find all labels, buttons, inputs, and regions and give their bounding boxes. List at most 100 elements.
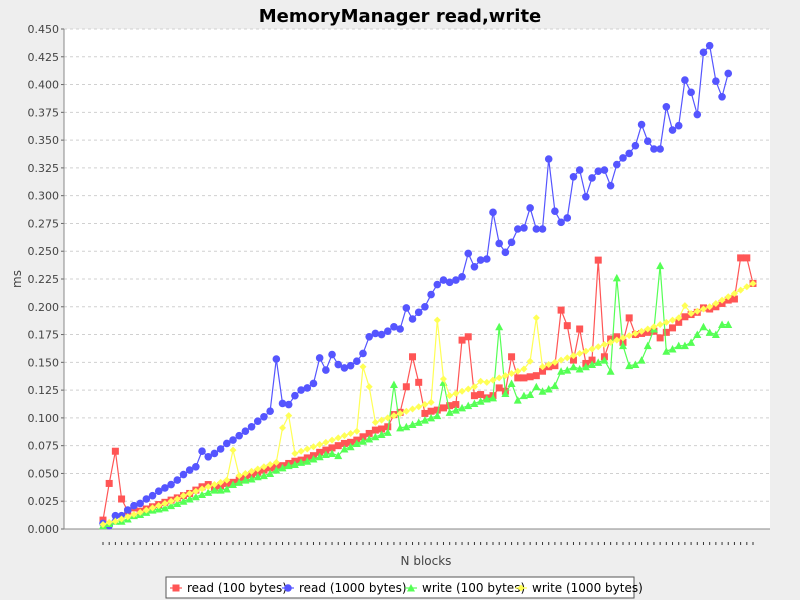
data-point <box>297 447 305 455</box>
data-point <box>204 483 212 491</box>
data-point <box>272 466 281 474</box>
data-point <box>674 341 683 350</box>
data-point <box>588 345 596 353</box>
data-point <box>550 381 559 390</box>
y-tick-label: 0.175 <box>28 329 60 342</box>
y-tick-label: 0.300 <box>28 190 60 203</box>
data-point <box>371 418 379 426</box>
y-tick-label: 0.000 <box>28 523 60 536</box>
data-point <box>576 325 584 333</box>
data-point <box>421 302 429 311</box>
y-tick-label: 0.150 <box>28 356 60 369</box>
data-point <box>662 318 670 326</box>
data-point <box>439 276 448 284</box>
data-point <box>631 329 639 337</box>
data-point <box>464 401 473 410</box>
data-point <box>526 357 534 365</box>
data-point <box>706 303 714 311</box>
data-point <box>266 407 274 416</box>
data-point <box>656 321 664 329</box>
data-point <box>118 495 126 503</box>
data-point <box>315 452 324 461</box>
data-point <box>427 407 435 415</box>
data-point <box>421 409 429 417</box>
data-point <box>352 439 361 447</box>
data-point <box>458 403 467 412</box>
data-point <box>470 399 479 407</box>
data-point <box>241 476 250 484</box>
y-tick-label: 0.125 <box>28 384 60 397</box>
data-point <box>643 341 652 350</box>
data-point <box>278 399 287 408</box>
data-point <box>297 458 306 466</box>
data-point <box>538 225 547 233</box>
data-point <box>254 465 262 473</box>
data-point <box>402 407 410 415</box>
data-point <box>136 508 144 516</box>
data-point <box>532 382 541 391</box>
y-tick-label: 0.075 <box>28 440 60 453</box>
data-point <box>681 302 689 310</box>
y-tick-label: 0.350 <box>28 134 60 147</box>
data-point <box>582 192 590 201</box>
data-point <box>532 314 540 322</box>
data-point <box>204 452 213 461</box>
data-point <box>198 490 207 499</box>
data-point <box>557 306 565 314</box>
data-point <box>687 309 695 317</box>
data-point <box>724 293 732 301</box>
data-point <box>507 379 516 387</box>
data-point <box>507 238 516 247</box>
data-point <box>538 387 547 395</box>
data-point <box>452 276 460 284</box>
data-point <box>557 218 565 227</box>
data-point <box>699 305 707 313</box>
data-point <box>643 137 652 146</box>
data-point <box>532 372 540 380</box>
data-point <box>359 437 367 445</box>
data-point <box>111 447 119 455</box>
data-point <box>303 457 312 465</box>
data-point <box>495 322 504 331</box>
data-point <box>544 385 553 393</box>
x-axis-label: N blocks <box>401 554 452 568</box>
data-point <box>569 356 577 364</box>
data-point <box>693 307 701 315</box>
data-point <box>396 325 404 333</box>
data-point <box>414 418 423 426</box>
data-point <box>606 367 615 375</box>
data-point <box>625 332 633 340</box>
data-point <box>421 401 429 409</box>
data-point <box>743 254 751 262</box>
data-point <box>105 479 113 487</box>
data-point <box>365 383 373 391</box>
y-tick-label: 0.325 <box>28 162 60 175</box>
data-point <box>328 436 336 444</box>
data-point <box>737 286 745 294</box>
data-point <box>439 375 447 383</box>
data-point <box>476 256 485 264</box>
data-point <box>495 384 503 392</box>
data-point <box>470 392 478 400</box>
data-point <box>186 489 194 497</box>
data-point <box>130 511 138 519</box>
data-point <box>328 449 337 457</box>
data-point <box>217 478 225 486</box>
data-point <box>563 366 572 374</box>
data-point <box>118 515 126 523</box>
data-point <box>328 350 336 359</box>
data-point <box>427 290 435 299</box>
data-point <box>451 406 460 414</box>
data-point <box>377 430 386 439</box>
data-point <box>284 400 293 409</box>
data-point <box>340 445 349 453</box>
data-point <box>582 347 590 355</box>
data-point <box>594 167 603 176</box>
data-point <box>334 434 342 442</box>
y-tick-label: 0.250 <box>28 245 60 258</box>
data-point <box>241 427 250 436</box>
data-point <box>569 352 577 360</box>
data-point <box>389 380 398 389</box>
data-point <box>334 360 343 369</box>
data-point <box>427 413 436 422</box>
